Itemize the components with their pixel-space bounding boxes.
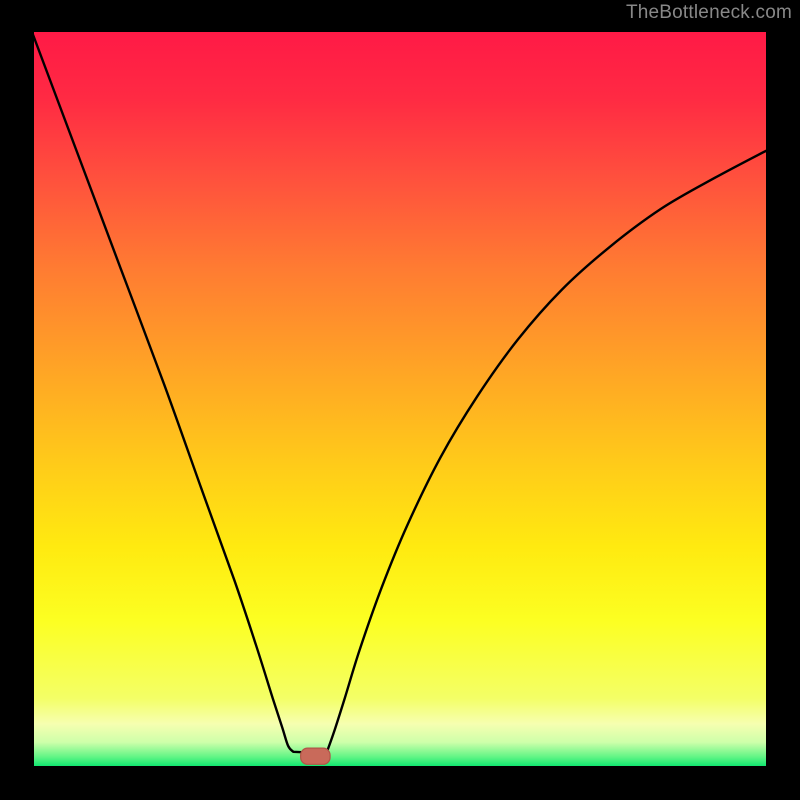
chart-stage: TheBottleneck.com bbox=[0, 0, 800, 800]
optimum-marker bbox=[301, 748, 330, 764]
plot-gradient-background bbox=[32, 32, 768, 768]
watermark-text: TheBottleneck.com bbox=[626, 2, 792, 24]
chart-svg bbox=[0, 0, 800, 800]
